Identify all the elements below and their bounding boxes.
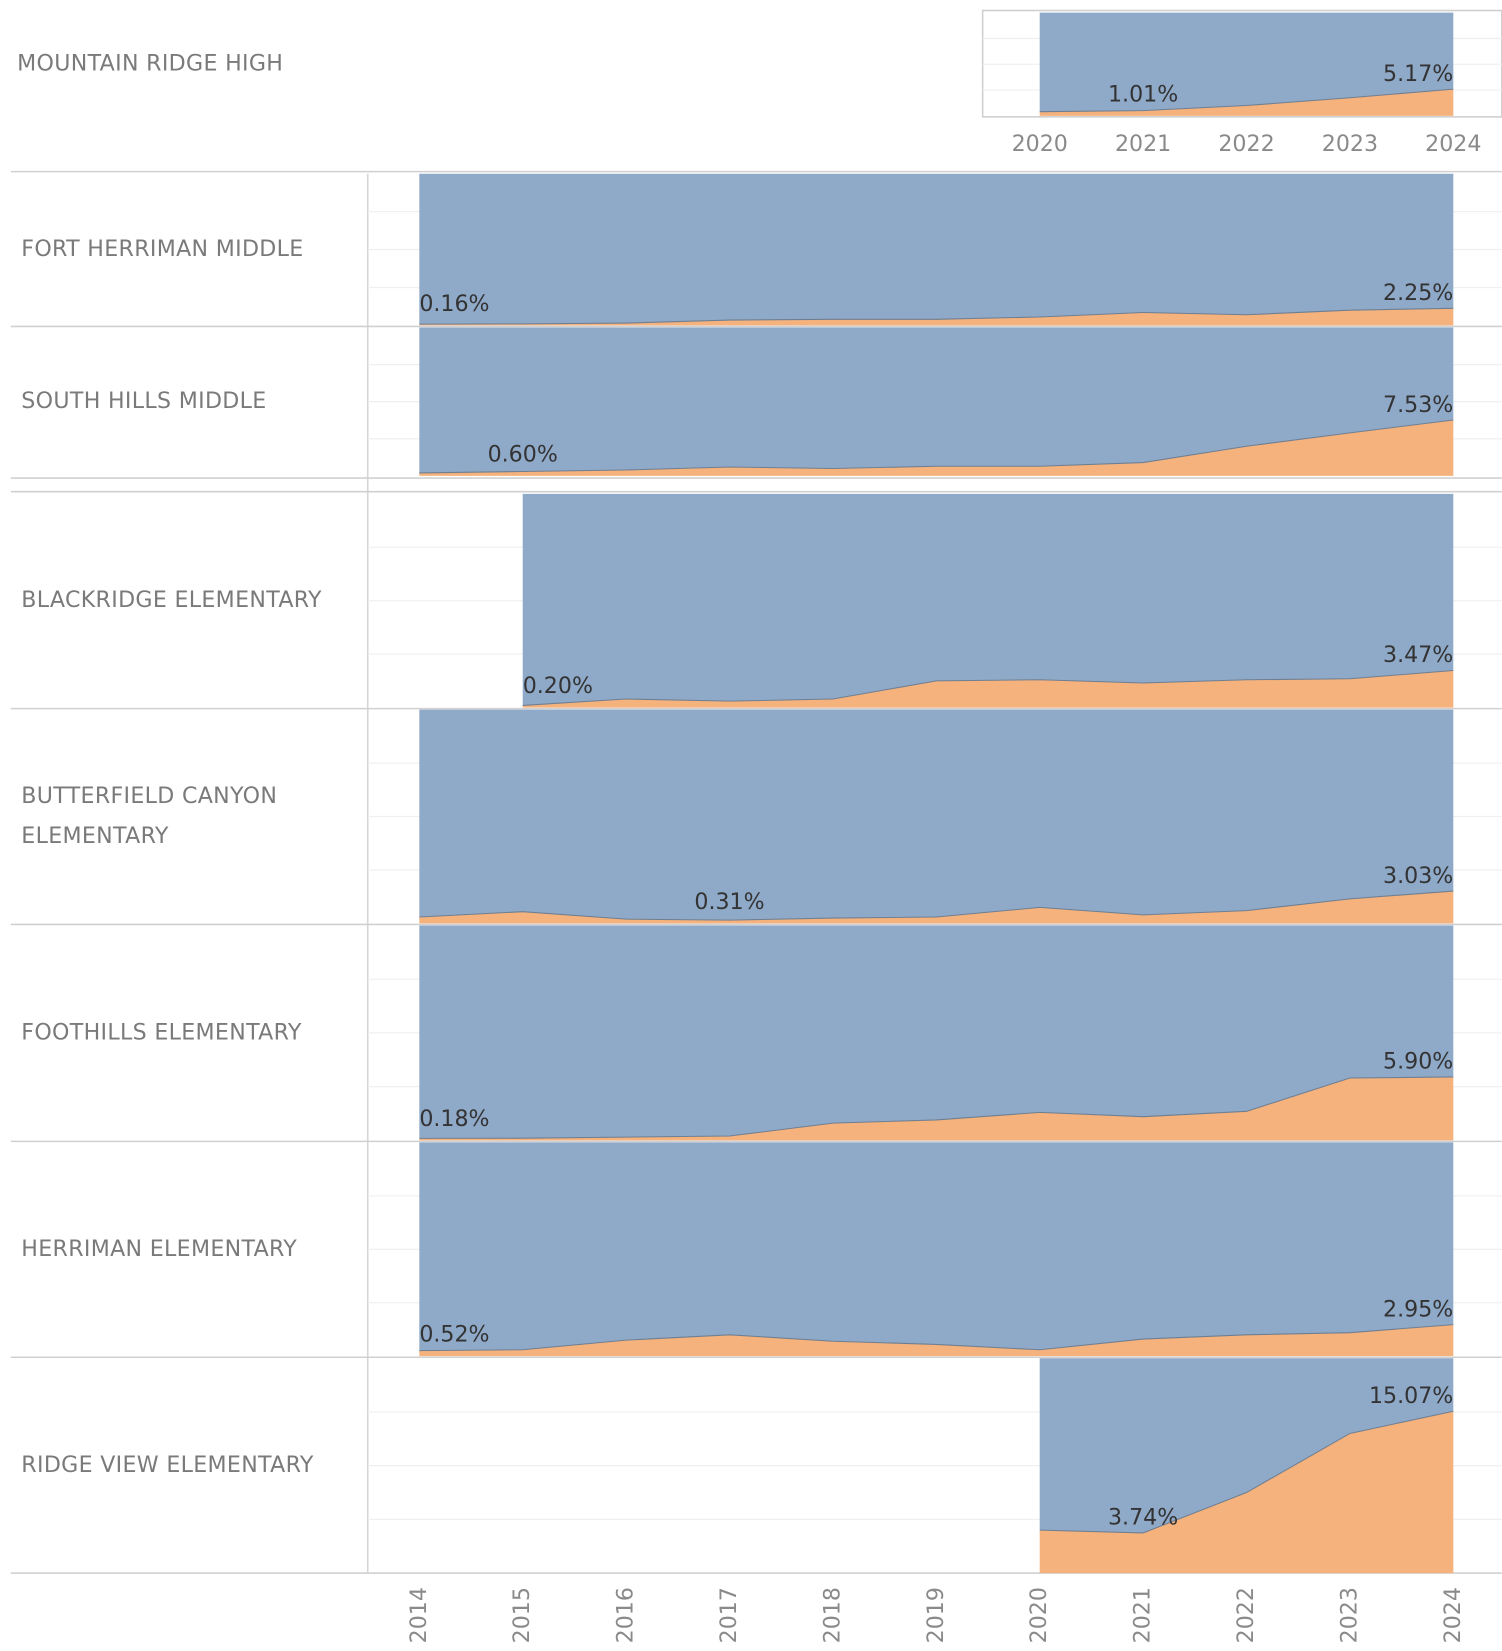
value-label: 3.47% (1383, 642, 1453, 668)
value-label: 0.52% (419, 1322, 489, 1348)
value-label: 5.17% (1383, 61, 1453, 87)
x-tick-label: 2024 (1425, 131, 1481, 157)
share-line (1039, 1410, 1454, 1534)
x-tick-label: 2022 (1218, 131, 1274, 157)
remainder-area (419, 709, 1454, 921)
row-label: RIDGE VIEW ELEMENTARY (21, 1452, 314, 1478)
share-area (1039, 1411, 1454, 1574)
value-label: 2.25% (1383, 280, 1453, 306)
value-label: 7.53% (1383, 392, 1453, 418)
row-label: SOUTH HILLS MIDDLE (21, 388, 266, 414)
value-label: 2.95% (1383, 1296, 1453, 1322)
remainder-area (419, 173, 1454, 325)
value-label: 0.16% (419, 291, 489, 317)
row-label: HERRIMAN ELEMENTARY (21, 1236, 297, 1262)
remainder-area (522, 493, 1454, 706)
row-label: FOOTHILLS ELEMENTARY (21, 1019, 302, 1045)
share-line (522, 669, 1454, 706)
x-tick-label: 2017 (716, 1587, 742, 1643)
x-tick-label: 2018 (819, 1587, 845, 1643)
x-tick-label: 2023 (1336, 1587, 1362, 1643)
remainder-area (419, 1142, 1454, 1351)
share-line (419, 307, 1454, 325)
row-label: BLACKRIDGE ELEMENTARY (21, 587, 322, 613)
share-line (419, 1076, 1454, 1139)
value-label: 0.18% (419, 1106, 489, 1132)
share-area (419, 1076, 1454, 1141)
value-label: 1.01% (1108, 81, 1178, 107)
x-tick-label: 2023 (1322, 131, 1378, 157)
row-label: MOUNTAIN RIDGE HIGH (17, 51, 283, 77)
value-label: 3.03% (1383, 863, 1453, 889)
remainder-area (1039, 1358, 1454, 1533)
share-area (419, 891, 1454, 924)
share-line (419, 1324, 1454, 1352)
share-area (522, 670, 1454, 708)
share-line (419, 890, 1454, 921)
value-label: 0.20% (523, 673, 593, 699)
x-tick-label: 2021 (1130, 1587, 1156, 1643)
share-area (1039, 89, 1454, 116)
share-area (419, 420, 1454, 476)
x-tick-label: 2020 (1012, 131, 1068, 157)
row-label: ELEMENTARY (21, 823, 169, 849)
x-tick-label: 2021 (1115, 131, 1171, 157)
x-tick-label: 2019 (923, 1587, 949, 1643)
value-label: 5.90% (1383, 1049, 1453, 1075)
x-tick-label: 2016 (613, 1587, 639, 1643)
x-tick-label: 2014 (406, 1587, 432, 1643)
share-line (419, 419, 1454, 474)
x-tick-label: 2020 (1026, 1587, 1052, 1643)
row-label: BUTTERFIELD CANYON (21, 783, 277, 809)
row-label: FORT HERRIMAN MIDDLE (21, 236, 303, 262)
value-label: 15.07% (1369, 1383, 1453, 1409)
x-tick-label: 2015 (509, 1587, 535, 1643)
x-tick-label: 2024 (1440, 1587, 1466, 1643)
value-label: 0.60% (488, 441, 558, 467)
remainder-area (419, 925, 1454, 1139)
remainder-area (1039, 12, 1454, 112)
share-area (419, 308, 1454, 326)
value-label: 3.74% (1108, 1505, 1178, 1531)
remainder-area (419, 327, 1454, 473)
share-line (1039, 88, 1454, 113)
share-area (419, 1324, 1454, 1357)
value-label: 0.31% (694, 889, 764, 915)
x-tick-label: 2022 (1233, 1587, 1259, 1643)
